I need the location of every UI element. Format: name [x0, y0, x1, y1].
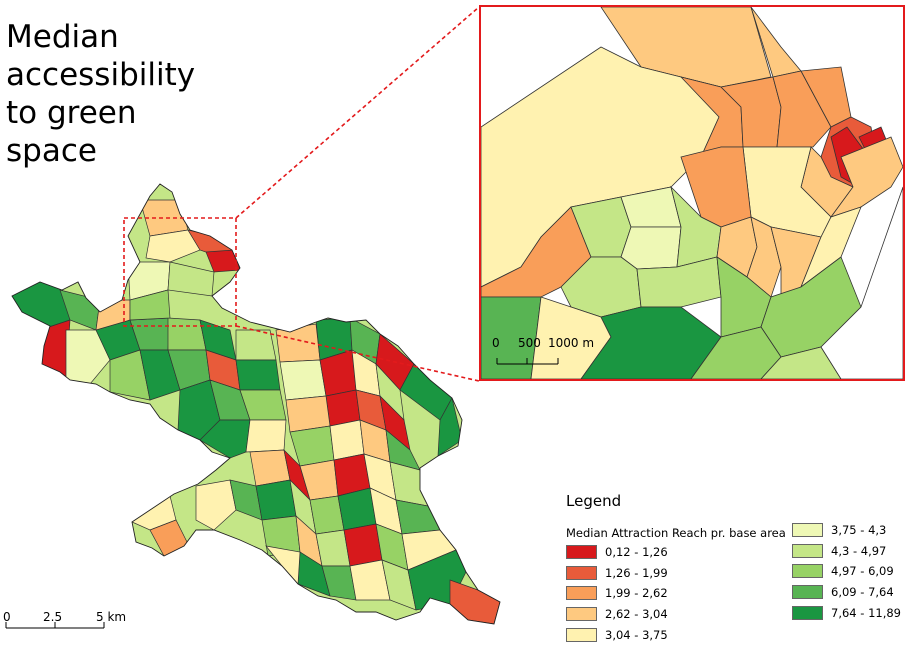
legend-label: 3,75 - 4,3 — [831, 523, 887, 538]
legend-item: 4,3 - 4,97 — [792, 541, 901, 562]
legend-item: 1,26 - 1,99 — [566, 563, 668, 584]
map-title: Median accessibility to green space — [6, 18, 196, 170]
legend-swatch — [792, 523, 823, 538]
legend-label: 4,97 - 6,09 — [831, 564, 894, 579]
title-line-3: to green — [6, 95, 137, 131]
main-scale-label-0: 0 — [3, 610, 11, 624]
inset-map[interactable] — [479, 5, 905, 381]
legend-swatch — [792, 564, 823, 579]
zoom-extent-box[interactable] — [123, 217, 237, 327]
legend-swatch — [792, 585, 823, 600]
legend-column-right: 3,75 - 4,3 4,3 - 4,97 4,97 - 6,09 6,09 -… — [792, 520, 901, 623]
inset-polygons[interactable] — [481, 7, 903, 379]
legend-label: 2,62 - 3,04 — [605, 607, 668, 622]
inset-scale-label-500: 500 — [518, 336, 541, 350]
legend-label: 0,12 - 1,26 — [605, 545, 668, 560]
legend-item: 0,12 - 1,26 — [566, 542, 668, 563]
legend-swatch — [792, 605, 823, 620]
legend-subtitle: Median Attraction Reach pr. base area — [566, 526, 786, 540]
inset-scale-label-0: 0 — [492, 336, 500, 350]
legend-swatch — [566, 586, 597, 601]
main-scale-label-5km: 5 km — [96, 610, 127, 624]
title-line-1: Median — [6, 19, 119, 55]
city-boundary — [11, 183, 501, 625]
legend-item: 1,99 - 2,62 — [566, 583, 668, 604]
legend-label: 3,04 - 3,75 — [605, 627, 668, 642]
legend-item: 3,75 - 4,3 — [792, 520, 901, 541]
legend-title: Legend — [566, 492, 622, 510]
legend-item: 7,64 - 11,89 — [792, 602, 901, 623]
legend-swatch — [566, 627, 597, 642]
legend-item: 4,97 - 6,09 — [792, 561, 901, 582]
title-line-4: space — [6, 133, 97, 169]
legend-item: 3,04 - 3,75 — [566, 624, 668, 645]
legend-swatch — [566, 545, 597, 560]
legend-swatch — [566, 607, 597, 622]
legend-swatch — [792, 543, 823, 558]
legend-column-left: 0,12 - 1,26 1,26 - 1,99 1,99 - 2,62 2,62… — [566, 542, 668, 645]
legend-label: 6,09 - 7,64 — [831, 585, 894, 600]
legend-label: 7,64 - 11,89 — [831, 605, 901, 620]
legend-label: 1,26 - 1,99 — [605, 565, 668, 580]
legend: Legend Median Attraction Reach pr. base … — [566, 492, 911, 642]
main-scale-label-2-5: 2.5 — [43, 610, 63, 624]
legend-label: 1,99 - 2,62 — [605, 586, 668, 601]
legend-item: 6,09 - 7,64 — [792, 582, 901, 603]
legend-swatch — [566, 565, 597, 580]
neighbourhood-polygons[interactable] — [0, 180, 510, 630]
legend-label: 4,3 - 4,97 — [831, 543, 887, 558]
title-line-2: accessibility — [6, 57, 196, 93]
inset-scale-label-1000: 1000 m — [548, 336, 595, 350]
legend-item: 2,62 - 3,04 — [566, 604, 668, 625]
